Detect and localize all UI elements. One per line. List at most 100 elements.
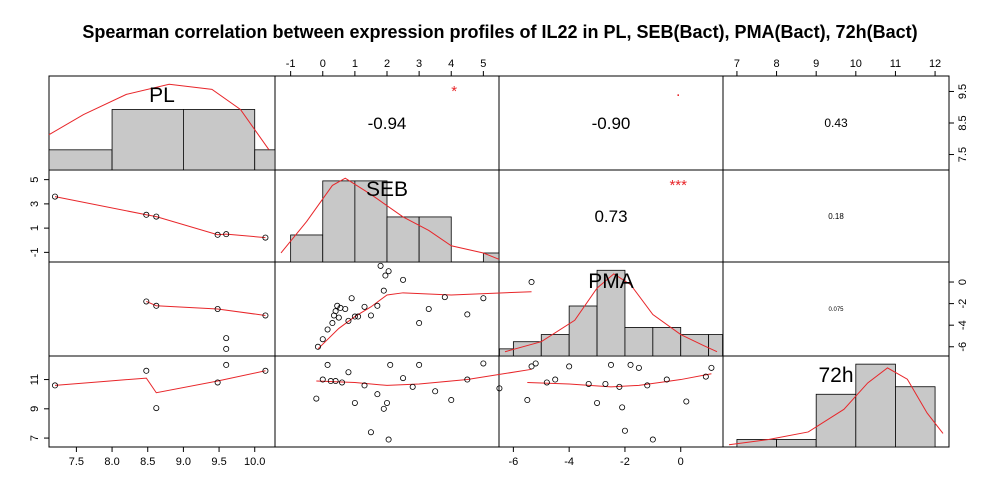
scatter-point-SEB_PMA-18 <box>380 287 387 294</box>
scatter-point-SEB_PMA-16 <box>374 302 381 309</box>
panel-grid: PL SEB PMA 72h -0.94 * -0.90. 0.43 0.73 *** 0.18 0.… <box>29 58 969 468</box>
tick-label-72h-top: 11 <box>890 58 901 70</box>
scatter-point-PMA_72h-2 <box>543 379 550 386</box>
scatter-point-PMA_72h-4 <box>566 363 573 370</box>
tick-label-SEB-left: 5 <box>29 177 41 183</box>
scatter-point-SEB_PMA-24 <box>441 294 448 301</box>
scatter-point-PMA_72h-9 <box>616 383 623 390</box>
tick-label-PL-bottom: 8.0 <box>104 456 119 468</box>
tick-label-PMA-right: -6 <box>957 342 969 352</box>
scatter-point-SEB_72h-4 <box>332 378 339 385</box>
tick-label-72h-top: 10 <box>850 58 862 70</box>
significance-mark-PL-PMA: . <box>676 83 680 100</box>
scatter-point-SEB_PMA-27 <box>528 279 535 286</box>
scatter-point-SEB_72h-10 <box>374 391 381 398</box>
correlation-value-SEB-72h: 0.18 <box>828 212 844 221</box>
scatter-point-SEB_PMA-23 <box>425 305 432 312</box>
scatter-point-PL_SEB-0 <box>52 193 59 200</box>
scatter-point-SEB_72h-21 <box>480 360 487 367</box>
scatter-point-SEB_72h-2 <box>324 361 331 368</box>
scatter-point-PL_SEB-4 <box>223 231 230 238</box>
correlation-value-PMA-72h: 0.075 <box>828 307 844 313</box>
histogram-bar-PMA-2 <box>540 334 570 357</box>
scatter-point-SEB_72h-23 <box>528 363 535 370</box>
histogram-bar-SEB-3 <box>386 216 420 263</box>
scatter-point-SEB_72h-20 <box>464 376 471 383</box>
scatter-point-SEB_72h-8 <box>361 382 368 389</box>
scatter-point-SEB_72h-17 <box>416 361 423 368</box>
tick-label-PMA-bottom: -2 <box>620 456 630 468</box>
scatter-point-PL_SEB-2 <box>153 213 160 220</box>
histogram-bar-PL-2 <box>182 109 256 171</box>
scatter-point-SEB_72h-9 <box>367 429 374 436</box>
tick-label-SEB-top: -1 <box>286 58 296 70</box>
tick-label-72h-top: 7 <box>734 58 740 70</box>
scatter-point-SEB_PMA-26 <box>480 295 487 302</box>
tick-label-PMA-bottom: -6 <box>508 456 518 468</box>
scatter-point-SEB_72h-16 <box>409 383 416 390</box>
diagonal-label-72h: 72h <box>818 364 853 387</box>
scatter-point-SEB_PMA-22 <box>416 320 423 327</box>
scatter-point-SEB_72h-12 <box>383 399 390 406</box>
scatter-point-PMA_72h-16 <box>663 376 670 383</box>
tick-label-SEB-top: 1 <box>352 58 358 70</box>
tick-label-PMA-right: -4 <box>957 320 969 330</box>
correlation-value-PL-72h: 0.43 <box>824 116 848 130</box>
chart-title: Spearman correlation between expression … <box>82 22 917 42</box>
scatter-point-SEB_72h-6 <box>345 369 352 376</box>
smooth-line-PL_SEB <box>54 196 266 239</box>
scatter-point-PL_72h-3 <box>214 379 221 386</box>
scatter-point-SEB_PMA-19 <box>382 272 389 279</box>
histogram-bar-PMA-6 <box>652 327 682 357</box>
scatter-point-SEB_PMA-7 <box>335 314 342 321</box>
scatter-point-SEB_PMA-2 <box>324 326 331 333</box>
tick-label-SEB-top: 0 <box>320 58 326 70</box>
scatter-point-SEB_PMA-13 <box>355 313 362 320</box>
density-curve-PMA <box>504 273 718 353</box>
density-curve-72h <box>728 367 944 446</box>
tick-label-PL-bottom: 8.5 <box>140 456 155 468</box>
scatter-point-PL_PMA-4 <box>223 345 230 352</box>
smooth-line-PMA_72h <box>527 373 712 388</box>
scatter-point-SEB_72h-14 <box>387 361 394 368</box>
scatter-point-SEB_72h-19 <box>448 397 455 404</box>
tick-label-SEB-top: 2 <box>384 58 390 70</box>
significance-mark-PL-SEB: * <box>451 83 457 100</box>
scatter-point-PMA_72h-1 <box>532 360 539 367</box>
panel-frame-72h-SEB <box>274 355 500 448</box>
smooth-line-PL_PMA <box>146 300 266 316</box>
tick-label-SEB-left: 1 <box>29 225 41 231</box>
panel-frame-72h-PMA <box>498 355 724 448</box>
scatter-point-SEB_PMA-11 <box>348 295 355 302</box>
scatter-point-PMA_72h-7 <box>602 380 609 387</box>
panel-frame-PMA-PL <box>48 261 276 357</box>
scatter-point-SEB_PMA-1 <box>319 336 326 343</box>
tick-label-SEB-top: 5 <box>480 58 486 70</box>
tick-label-72h-left: 11 <box>29 374 41 385</box>
histogram-bar-PL-3 <box>254 149 276 171</box>
panel-frame-SEB-PL <box>48 169 276 263</box>
tick-label-72h-left: 9 <box>29 406 41 412</box>
scatter-point-PMA_72h-14 <box>644 382 651 389</box>
scatter-point-PMA_72h-12 <box>627 361 634 368</box>
tick-label-72h-left: 7 <box>29 435 41 441</box>
scatter-point-PL_PMA-0 <box>143 298 150 305</box>
diagonal-label-SEB: SEB <box>366 178 408 201</box>
scatter-point-SEB_72h-15 <box>400 375 407 382</box>
scatter-point-SEB_PMA-21 <box>400 276 407 283</box>
histogram-bar-SEB-6 <box>482 252 500 263</box>
tick-label-PMA-bottom: 0 <box>678 456 684 468</box>
scatter-point-PMA_72h-19 <box>708 364 715 371</box>
tick-label-PL-bottom: 10.0 <box>244 456 265 468</box>
scatter-point-PL_SEB-3 <box>214 231 221 238</box>
scatter-point-PMA_72h-15 <box>649 436 656 443</box>
panel-frame-72h-PL <box>48 355 276 448</box>
histogram-bar-72h-3 <box>855 363 896 448</box>
scatter-point-SEB_PMA-5 <box>332 308 339 315</box>
scatter-point-PL_72h-0 <box>52 382 59 389</box>
correlation-value-PL-SEB: -0.94 <box>368 114 407 133</box>
diagonal-label-PL: PL <box>149 84 175 107</box>
histogram-bar-72h-4 <box>895 386 936 448</box>
scatter-point-PMA_72h-3 <box>552 376 559 383</box>
tick-label-72h-top: 9 <box>813 58 819 70</box>
